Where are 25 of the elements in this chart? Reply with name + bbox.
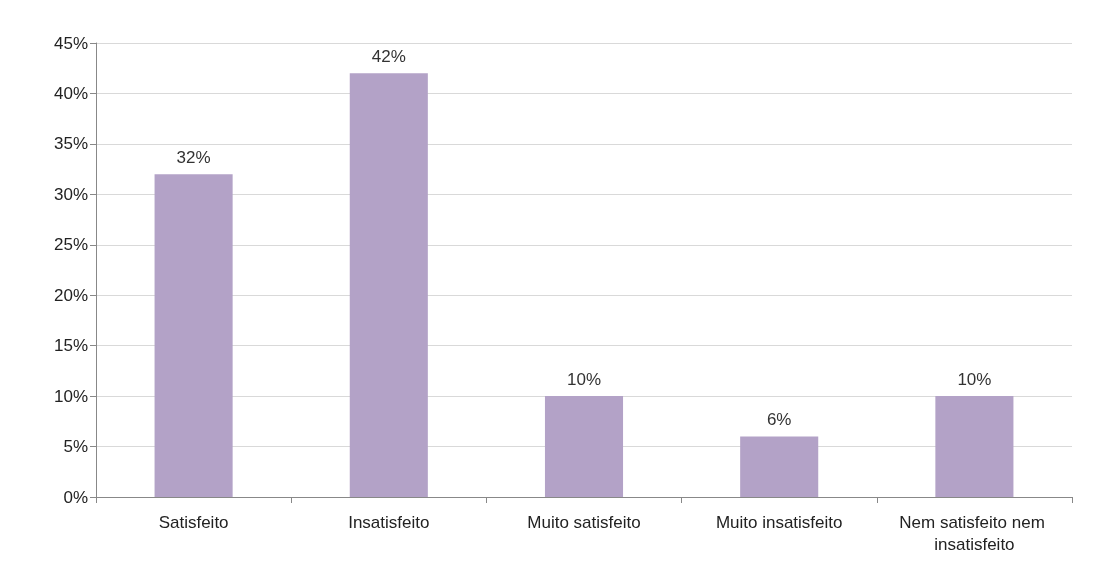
bar [544,396,624,497]
bar [740,436,819,497]
y-tick-label: 10% [53,386,88,406]
y-tick-label: 0% [63,487,88,507]
x-tick-label: Satisfeito [158,512,229,532]
data-label: 6% [766,410,792,430]
x-tick-label: Insatisfeito [348,512,430,532]
x-tick-label: Muito insatisfeito [715,512,843,532]
y-tick-label: 20% [53,285,88,305]
x-tick-label: Nem satisfeito nem insatisfeito [899,512,1050,554]
y-tick-label: 30% [53,184,88,204]
bar [935,396,1014,497]
data-label: 32% [176,148,211,168]
x-tick-label: Muito satisfeito [527,512,641,532]
y-tick-label: 35% [53,134,88,154]
data-label: 42% [371,47,406,67]
data-label: 10% [566,370,602,390]
y-tick-label: 5% [63,437,88,457]
y-tick-label: 15% [53,336,88,356]
y-tick-label: 25% [53,235,88,255]
data-label: 10% [957,370,992,390]
bar [154,174,233,497]
y-tick-label: 45% [53,33,88,53]
bar [349,73,428,497]
y-tick-label: 40% [53,83,88,103]
